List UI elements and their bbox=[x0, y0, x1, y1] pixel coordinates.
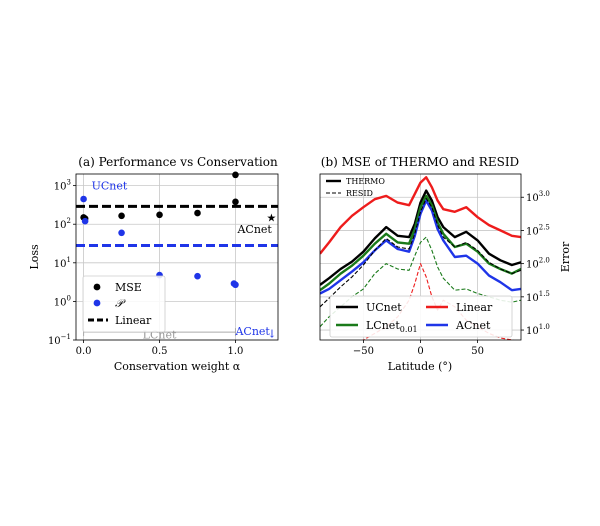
panel-a-y-tick-label: 10−1 bbox=[48, 333, 71, 347]
ucnet-thermo-line bbox=[320, 189, 521, 286]
annotation-acnet-mse: ACnet bbox=[236, 223, 272, 236]
p-point bbox=[232, 281, 239, 289]
panel-b-y-tick-label: 102.5 bbox=[526, 223, 550, 237]
panel-b-title: (b) MSE of THERMO and RESID bbox=[321, 155, 519, 169]
acnet-thermo-line bbox=[320, 199, 521, 295]
panel-b-lines bbox=[320, 176, 521, 340]
legend-mse-label: MSE bbox=[115, 281, 142, 294]
p-point bbox=[194, 272, 201, 280]
lcnet-thermo-line bbox=[320, 194, 521, 292]
legend-linear-label: Linear bbox=[115, 314, 152, 327]
legend-lcnet-label: LCnet0.01 bbox=[366, 319, 418, 334]
annotation-ucnet: UCnet bbox=[92, 179, 128, 192]
panel-b-x-tick-label: 50 bbox=[471, 346, 484, 357]
panel-a: (a) Performance vs Conservation UCnet ACn… bbox=[28, 155, 279, 373]
panel-b-frame bbox=[319, 173, 522, 341]
panel-b-y-axis-label: Error bbox=[559, 241, 572, 272]
panel-a-points bbox=[80, 171, 239, 289]
annotation-down-arrow: ↓ bbox=[267, 328, 276, 341]
legend-p-marker bbox=[93, 299, 101, 307]
mse-point bbox=[194, 209, 201, 217]
panel-b-y-tick-label: 101.0 bbox=[526, 323, 550, 337]
panel-b-x-axis-label: Latitude (°) bbox=[388, 360, 452, 373]
panel-b-legend: UCnet Linear LCnet0.01 ACnet bbox=[329, 295, 513, 338]
panel-b-y-tick-label: 101.5 bbox=[526, 290, 550, 304]
legend-acnet-label: ACnet bbox=[455, 319, 491, 332]
panel-a-x-tick-label: 1.0 bbox=[228, 346, 244, 357]
panel-a-y-tick-label: 100 bbox=[54, 294, 71, 308]
lcnet-resid-line bbox=[320, 236, 521, 328]
panel-a-x-tick-label: 0.5 bbox=[152, 346, 168, 357]
panel-a-frame bbox=[75, 173, 279, 341]
legend-mse-marker bbox=[93, 283, 101, 291]
panel-b-x-tick-label: −50 bbox=[353, 346, 374, 357]
mse-point bbox=[118, 212, 125, 220]
mse-point bbox=[156, 211, 163, 219]
acnet-resid-line bbox=[361, 263, 515, 340]
mse-point bbox=[232, 171, 239, 179]
panel-b-legend-box bbox=[329, 295, 513, 338]
linear-thermo-line bbox=[320, 176, 521, 255]
panel-a-y-tick-label: 102 bbox=[54, 217, 71, 231]
ucnet-resid-line bbox=[320, 198, 521, 308]
panel-b-x-tick-label: 0 bbox=[417, 346, 423, 357]
panel-a-reference-lines bbox=[76, 204, 278, 248]
panel-b-x-ticks: −50 0 50 bbox=[353, 340, 484, 357]
annotation-star: ★ bbox=[267, 211, 277, 224]
legend-p-label: 𝒫 bbox=[115, 297, 126, 310]
panel-a-legend: MSE 𝒫 Linear bbox=[82, 275, 166, 333]
p-point bbox=[80, 195, 87, 203]
panel-a-x-tick-label: 0.0 bbox=[76, 346, 92, 357]
panel-b: (b) MSE of THERMO and RESID 101.0101.510… bbox=[319, 155, 572, 373]
legend-linear-line-label: Linear bbox=[456, 301, 493, 314]
panel-b-y-tick-label: 102.0 bbox=[526, 257, 550, 271]
panel-b-y-tick-label: 103.0 bbox=[526, 190, 550, 204]
panel-a-y-axis-label: Loss bbox=[28, 244, 41, 270]
panel-a-legend-box bbox=[82, 275, 166, 333]
style-legend-resid-label: RESID bbox=[346, 189, 373, 198]
panel-a-y-ticks: 10−1 100 101 102 103 bbox=[48, 179, 76, 347]
annotation-acnet-p: ACnet bbox=[234, 325, 270, 338]
panel-b-y-ticks: 101.0 101.5 102.0 102.5 103.0 bbox=[521, 190, 550, 337]
p-point bbox=[81, 217, 89, 225]
panel-a-title: (a) Performance vs Conservation bbox=[78, 155, 278, 169]
panel-a-y-tick-label: 101 bbox=[54, 256, 71, 270]
panel-b-style-legend: THERMO RESID bbox=[326, 177, 385, 198]
p-point bbox=[118, 229, 125, 237]
style-legend-thermo-label: THERMO bbox=[346, 177, 385, 186]
legend-ucnet-label: UCnet bbox=[366, 301, 402, 314]
mse-point bbox=[232, 198, 239, 206]
panel-a-x-ticks: 0.0 0.5 1.0 bbox=[76, 340, 244, 357]
panel-a-y-tick-label: 103 bbox=[54, 179, 71, 193]
panel-a-x-axis-label: Conservation weight α bbox=[114, 360, 241, 373]
